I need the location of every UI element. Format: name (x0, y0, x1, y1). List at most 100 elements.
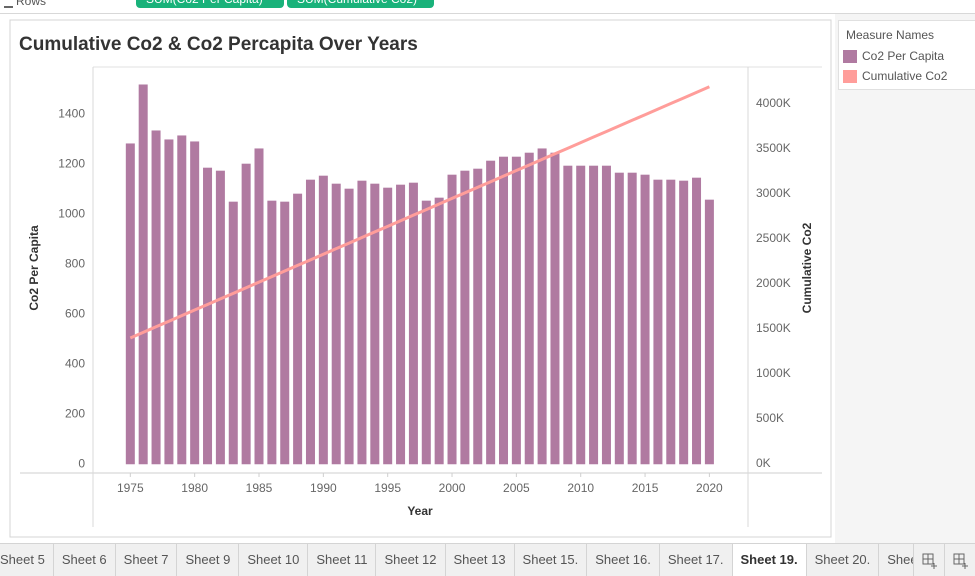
x-tick-label: 2015 (632, 481, 659, 495)
bar (473, 168, 483, 465)
legend-label: Cumulative Co2 (862, 69, 948, 83)
x-tick-label: 1975 (117, 481, 144, 495)
bar (434, 197, 444, 465)
y-tick-label: 400 (65, 356, 85, 370)
bar (524, 152, 534, 465)
bar (177, 135, 187, 465)
sheet-tab[interactable]: Sheet 20. (807, 544, 880, 576)
sheet-tabs: Sheet 5 Sheet 6 Sheet 7 Sheet 9 Sheet 10 Shee… (0, 543, 975, 576)
bar (563, 165, 573, 465)
y2-axis-title: Cumulative Co2 (800, 222, 814, 313)
bar (421, 200, 431, 465)
bar (215, 170, 225, 465)
rows-shelf: Rows SUM(Co2 Per Capita) SUM(Cumulative … (0, 0, 975, 14)
y-tick-label: 1400 (58, 107, 85, 121)
y-tick-label: 800 (65, 257, 85, 271)
y2-tick-label: 2000K (756, 276, 791, 290)
sheet-tab[interactable]: Sheet 19. (732, 544, 807, 576)
measure-pill[interactable]: SUM(Cumulative Co2) (287, 0, 434, 8)
bar (318, 175, 328, 465)
bar (164, 139, 174, 465)
chart: Cumulative Co2 & Co2 Percapita Over Year… (9, 19, 832, 538)
bar (486, 160, 496, 465)
bar (640, 174, 650, 465)
sheet-tab[interactable]: Sheet 10 (239, 544, 309, 576)
icon-glyph (922, 553, 937, 569)
bar (190, 141, 200, 465)
bar (704, 199, 714, 465)
bar (228, 201, 238, 465)
sheet-tab[interactable]: Sheet 16. (587, 544, 660, 576)
y-tick-label: 1200 (58, 157, 85, 171)
x-axis-title: Year (407, 504, 433, 518)
bar (293, 193, 303, 465)
bar (151, 130, 161, 465)
sheet-tab[interactable]: Sheet 15. (515, 544, 588, 576)
icon-glyph (953, 553, 968, 569)
sheet-tab[interactable]: Sheet 9 (177, 544, 240, 576)
y-tick-label: 200 (65, 406, 85, 420)
measure-pill[interactable]: SUM(Co2 Per Capita) (136, 0, 284, 8)
sheet-tab[interactable]: Sheet 11 (308, 544, 377, 576)
legend-swatch (843, 69, 857, 83)
bar (241, 163, 251, 465)
y2-tick-label: 1500K (756, 321, 791, 335)
bar (498, 156, 509, 465)
bar (627, 172, 637, 465)
x-tick-label: 2000 (439, 481, 466, 495)
x-tick-label: 2020 (696, 481, 723, 495)
bar (589, 165, 599, 465)
x-tick-label: 1990 (310, 481, 337, 495)
bar (614, 172, 624, 465)
y-tick-label: 0 (78, 456, 85, 470)
bar (396, 184, 406, 465)
chart-title: Cumulative Co2 & Co2 Percapita Over Year… (19, 34, 418, 55)
bar (511, 156, 521, 465)
sheet-tab[interactable]: Sheet 13 (446, 544, 515, 576)
y2-tick-label: 2500K (756, 231, 791, 245)
y2-tick-label: 0K (756, 456, 771, 470)
y-tick-label: 600 (65, 307, 85, 321)
bar (692, 177, 702, 465)
legend-item[interactable]: Cumulative Co2 (843, 68, 975, 84)
new-worksheet-button[interactable] (913, 544, 944, 576)
bar (408, 182, 418, 465)
legend-swatch (843, 49, 857, 63)
legend-label: Co2 Per Capita (862, 49, 945, 63)
x-tick-label: 1985 (246, 481, 273, 495)
y-tick-label: 1000 (58, 207, 85, 221)
x-tick-label: 2010 (567, 481, 594, 495)
legend: Measure Names Co2 Per Capita Cumulative C… (838, 20, 975, 90)
sheet-tab[interactable]: Sheet 12 (376, 544, 446, 576)
bar (280, 201, 290, 465)
line (129, 85, 710, 340)
y2-tick-label: 3500K (756, 141, 791, 155)
x-tick-label: 1995 (374, 481, 401, 495)
legend-title: Measure Names (846, 28, 935, 42)
rows-label: Rows (16, 0, 47, 8)
bar (653, 179, 663, 465)
bar (357, 180, 367, 465)
bar (460, 170, 470, 465)
bar (679, 180, 689, 465)
sheet-tab[interactable]: Sheet 5 (0, 544, 54, 576)
worksheet-area: Cumulative Co2 & Co2 Percapita Over Year… (0, 14, 835, 543)
bar (267, 200, 277, 465)
legend-item[interactable]: Co2 Per Capita (843, 48, 975, 64)
bar (254, 148, 264, 465)
bar (447, 174, 457, 465)
y2-tick-label: 500K (756, 411, 784, 425)
sheet-tab[interactable]: Sheet 17. (660, 544, 733, 576)
tab-actions (913, 544, 975, 576)
new-dashboard-button[interactable] (944, 544, 975, 576)
bar (138, 84, 148, 465)
bar (537, 148, 547, 465)
sheet-tab[interactable]: Sheet 6 (54, 544, 116, 576)
bar (576, 165, 586, 465)
bar (383, 187, 393, 465)
bar (601, 165, 611, 465)
y-axis-title: Co2 Per Capita (27, 225, 41, 311)
y2-tick-label: 1000K (756, 366, 791, 380)
sheet-tab[interactable]: Sheet 7 (116, 544, 178, 576)
